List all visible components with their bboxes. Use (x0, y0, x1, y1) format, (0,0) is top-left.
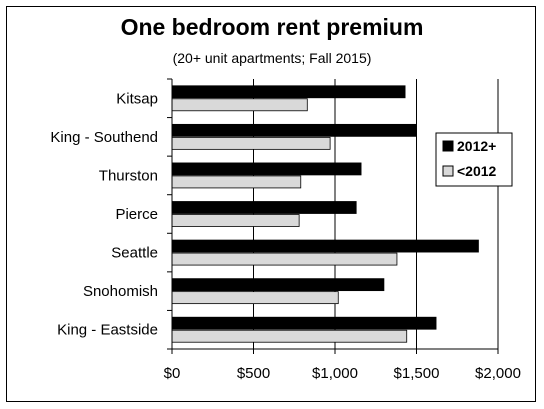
bar-newer (171, 201, 357, 214)
category-label: Kitsap (116, 90, 158, 107)
bar-older (171, 175, 302, 189)
axes: Kitsap King - Southend Thurston Pierce Seatt… (50, 78, 521, 382)
category-label: Snohomish (83, 283, 158, 300)
bars (171, 85, 479, 343)
x-tick-label: $500 (237, 365, 270, 382)
bar-older (171, 252, 398, 266)
category-label: Seattle (111, 245, 158, 262)
category-label: Pierce (115, 206, 158, 223)
bar-newer (171, 123, 417, 137)
bar-older (171, 291, 339, 305)
category-label: Thurston (99, 167, 158, 184)
category-label: King - Eastside (57, 322, 158, 339)
bar-newer (171, 239, 479, 253)
x-tick-label: $1,000 (312, 365, 358, 382)
chart-title: One bedroom rent premium (120, 14, 424, 40)
category-label: King - Southend (50, 129, 158, 146)
legend-swatch (442, 165, 454, 177)
grid-lines (253, 79, 499, 349)
legend-label: 2012+ (457, 138, 496, 154)
legend: 2012+ <2012 (435, 132, 513, 187)
chart-subtitle: (20+ unit apartments; Fall 2015) (172, 50, 372, 66)
legend-swatch (442, 140, 454, 152)
bar-newer (171, 162, 362, 176)
bar-older (171, 136, 331, 150)
bar-newer (171, 85, 406, 99)
legend-label: <2012 (457, 163, 497, 179)
bar-older (171, 98, 308, 112)
bar-older (171, 329, 408, 343)
x-tick-label: $2,000 (475, 365, 521, 382)
x-tick-label: $0 (164, 365, 181, 382)
x-tick-label: $1,500 (394, 365, 440, 382)
bar-older (171, 214, 300, 227)
bar-newer (171, 316, 437, 330)
bar-newer (171, 278, 385, 292)
